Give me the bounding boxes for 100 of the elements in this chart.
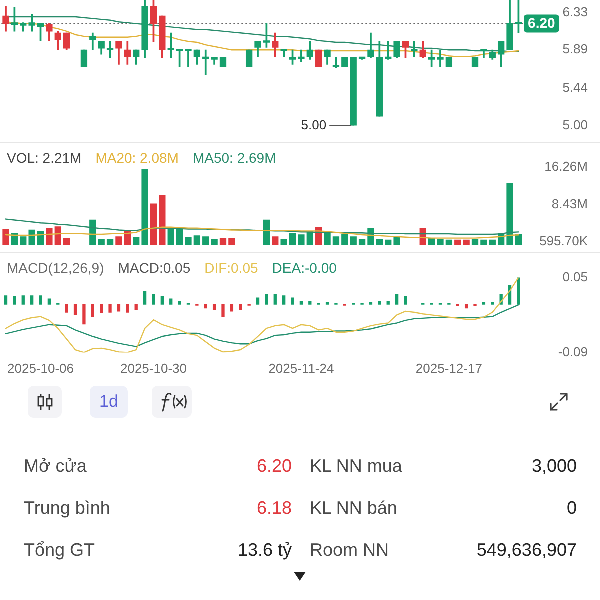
bar <box>404 296 408 305</box>
candlestick <box>437 50 444 68</box>
bar <box>274 294 277 305</box>
bar <box>464 304 468 309</box>
bar <box>480 240 488 245</box>
bar <box>515 234 522 245</box>
bar <box>98 238 105 245</box>
chart-title: MACD(12,26,9) <box>7 260 104 276</box>
bar <box>54 226 62 245</box>
bar <box>108 304 112 313</box>
bar <box>222 304 225 318</box>
bar <box>134 304 138 310</box>
bar <box>378 301 382 305</box>
text: 6.20 <box>256 455 292 477</box>
y-tick-label: -0.09 <box>558 344 588 360</box>
text: MA20: 2.08M <box>96 150 179 166</box>
x-tick-label: 2025-10-30 <box>120 361 187 376</box>
bar <box>30 296 34 305</box>
text: DIF:0.05 <box>204 260 259 276</box>
bar <box>11 233 18 245</box>
bar <box>265 294 268 305</box>
bar <box>228 238 236 245</box>
bar <box>143 291 147 305</box>
text: 13.6 tỷ <box>238 539 292 561</box>
bar <box>178 301 182 305</box>
bar <box>350 236 357 245</box>
bar <box>91 304 94 318</box>
bar <box>220 238 227 245</box>
bar <box>263 220 270 245</box>
bar <box>289 233 296 245</box>
bar <box>64 238 70 245</box>
bar <box>446 240 453 245</box>
bar <box>74 304 78 316</box>
text: 3,000 <box>532 455 577 477</box>
bar <box>332 236 340 245</box>
bar <box>239 304 242 310</box>
bar <box>291 298 294 305</box>
y-tick-label: 595.70K <box>540 234 588 249</box>
candlestick <box>185 49 192 68</box>
bar <box>106 238 114 245</box>
bar <box>395 294 399 305</box>
bar <box>342 234 348 245</box>
bar <box>133 238 140 245</box>
bar <box>212 304 216 310</box>
bar <box>280 238 288 245</box>
bar <box>159 195 166 245</box>
bar <box>369 302 373 305</box>
bar <box>150 204 158 245</box>
bar <box>211 238 218 245</box>
candlestick <box>385 41 392 60</box>
bar <box>20 236 27 245</box>
bar <box>13 296 16 305</box>
bar <box>517 278 520 305</box>
x-tick-label: 2025-10-06 <box>8 361 74 376</box>
y-tick-label: 5.89 <box>562 42 588 57</box>
bar <box>230 304 234 312</box>
bar <box>22 296 25 305</box>
bar <box>491 302 494 305</box>
bar <box>308 301 312 305</box>
bar <box>65 304 68 313</box>
candlestick <box>411 41 418 58</box>
bar <box>506 183 514 245</box>
bar <box>472 238 479 245</box>
text: KL NN mua <box>310 455 402 477</box>
bar <box>4 296 8 305</box>
y-tick-label: 8.43M <box>552 196 588 212</box>
y-tick-label: 5.00 <box>562 117 588 132</box>
bar <box>170 298 173 305</box>
bar <box>454 240 462 245</box>
text: Room NN <box>310 539 390 561</box>
bar <box>152 294 156 305</box>
text: Tổng GT <box>24 539 96 561</box>
bar <box>39 296 42 305</box>
ref-line-label: 6.20 <box>528 15 556 32</box>
bar <box>358 238 366 245</box>
text: 6.18 <box>256 497 292 519</box>
candlestick <box>202 50 210 76</box>
bar <box>437 238 444 245</box>
text: 549,636,907 <box>476 539 577 561</box>
y-tick-label: 0.05 <box>562 269 588 284</box>
y-tick-label: 16.26M <box>544 159 588 174</box>
bar <box>100 304 104 314</box>
bar <box>82 304 86 325</box>
legend-title: VOL: 2.21M <box>7 150 82 166</box>
bar <box>2 228 10 245</box>
bar <box>204 304 208 309</box>
bar <box>298 234 305 245</box>
bar <box>48 298 52 305</box>
y-tick-label: 5.44 <box>562 80 588 95</box>
bar <box>256 298 260 305</box>
bar <box>489 240 496 245</box>
bar <box>126 304 130 313</box>
bar <box>282 296 286 305</box>
bar <box>272 236 279 245</box>
bar <box>326 302 330 305</box>
bar <box>116 236 122 245</box>
annotation: 5.00 <box>301 117 327 132</box>
bar <box>142 168 148 245</box>
bar <box>117 304 121 312</box>
candlestick <box>298 50 305 62</box>
